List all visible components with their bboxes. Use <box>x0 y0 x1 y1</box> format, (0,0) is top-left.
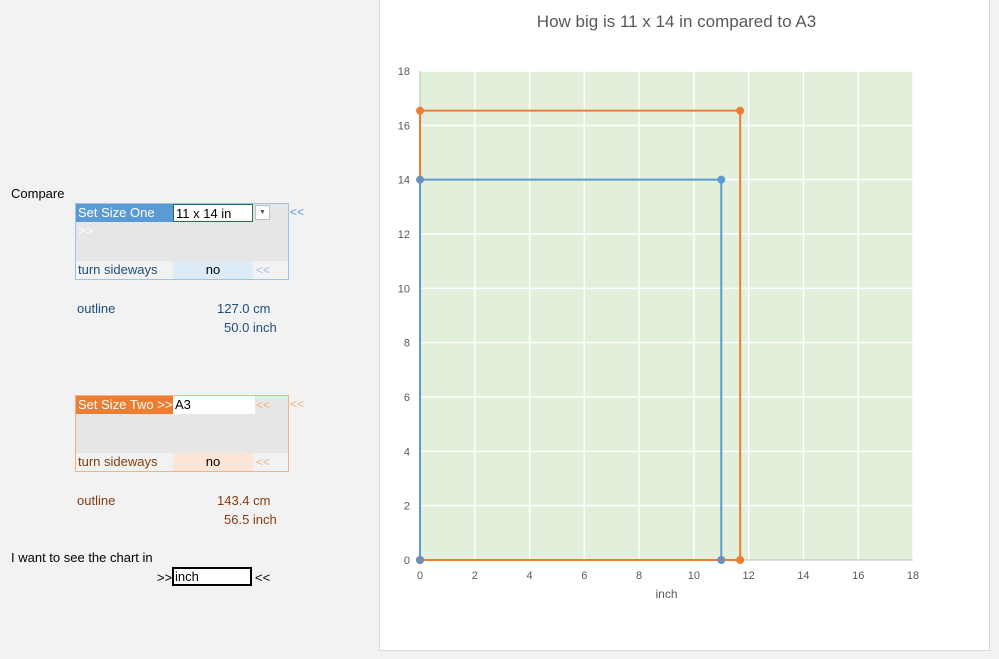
x-tick-label: 16 <box>852 570 864 582</box>
y-tick-label: 8 <box>404 338 410 350</box>
compare-label: Compare <box>11 186 65 201</box>
y-tick-label: 18 <box>398 66 410 78</box>
y-tick-label: 4 <box>404 446 410 458</box>
unit-input[interactable]: inch <box>172 567 252 586</box>
size-two-panel: Set Size Two >> A3 << turn sideways no <… <box>75 395 289 472</box>
x-tick-label: 2 <box>472 570 478 582</box>
x-tick-label: 6 <box>581 570 587 582</box>
size-one-outline-cm: 127.0 cm <box>217 301 271 316</box>
size-one-header: Set Size One >> <box>76 204 173 238</box>
x-tick-label: 10 <box>688 570 700 582</box>
unit-prompt: I want to see the chart in <box>11 550 153 565</box>
size-one-sideways-arrow: << <box>256 263 271 277</box>
y-tick-label: 16 <box>398 120 410 132</box>
size-two-header: Set Size Two >> <box>76 396 173 414</box>
size-one-outline-label: outline <box>77 301 116 316</box>
x-tick-label: 8 <box>636 570 642 582</box>
chart-area[interactable]: How big is 11 x 14 in compared to A3 0 2 4 6… <box>379 0 990 651</box>
y-tick-label: 14 <box>398 175 410 187</box>
data-point-marker <box>717 556 726 564</box>
size-one-outline-inch: 50.0 inch <box>224 320 277 335</box>
size-two-sideways-arrow: << <box>256 455 271 469</box>
data-point-marker <box>416 556 424 564</box>
y-tick-label: 6 <box>404 392 410 404</box>
data-point-marker <box>416 106 424 115</box>
unit-prefix-arrow: >> <box>157 570 173 585</box>
x-tick-label: 14 <box>797 570 809 582</box>
unit-suffix-arrow: << <box>255 570 271 585</box>
size-one-panel: Set Size One >> 11 x 14 in ▼ turn sidewa… <box>75 203 289 280</box>
x-tick-label: 12 <box>743 570 755 582</box>
chart-plot: How big is 11 x 14 in compared to A3 0 2 4 6… <box>398 12 919 601</box>
y-tick-label: 0 <box>404 555 410 567</box>
data-point-marker <box>416 175 424 184</box>
chart-title: How big is 11 x 14 in compared to A3 <box>537 12 816 31</box>
size-two-inner-arrow: << <box>256 398 271 412</box>
y-tick-label: 12 <box>398 229 410 241</box>
size-two-outline-inch: 56.5 inch <box>224 512 277 527</box>
y-tick-label: 2 <box>404 501 410 513</box>
x-tick-label: 4 <box>526 570 532 582</box>
plot-background <box>420 71 913 560</box>
data-point-marker <box>717 175 726 184</box>
size-two-input[interactable]: A3 <box>173 396 255 414</box>
data-point-marker <box>736 106 745 115</box>
x-tick-label: 0 <box>417 570 423 582</box>
size-one-sideways-label: turn sideways <box>78 262 158 277</box>
series-line <box>419 178 723 560</box>
x-tick-label: 18 <box>907 570 919 582</box>
data-point-marker <box>736 556 745 564</box>
size-one-input[interactable]: 11 x 14 in <box>173 204 253 222</box>
size-one-outer-arrow: << <box>290 205 305 219</box>
size-two-sideways-label: turn sideways <box>78 454 158 469</box>
chevron-down-icon[interactable]: ▼ <box>255 205 270 220</box>
x-axis-label: inch <box>655 587 677 601</box>
size-two-outer-arrow: << <box>290 397 305 411</box>
size-two-outline-label: outline <box>77 493 116 508</box>
size-two-sideways-value[interactable]: no <box>173 453 253 471</box>
y-tick-label: 10 <box>398 283 410 295</box>
size-two-outline-cm: 143.4 cm <box>217 493 271 508</box>
size-one-sideways-value[interactable]: no <box>173 261 253 279</box>
